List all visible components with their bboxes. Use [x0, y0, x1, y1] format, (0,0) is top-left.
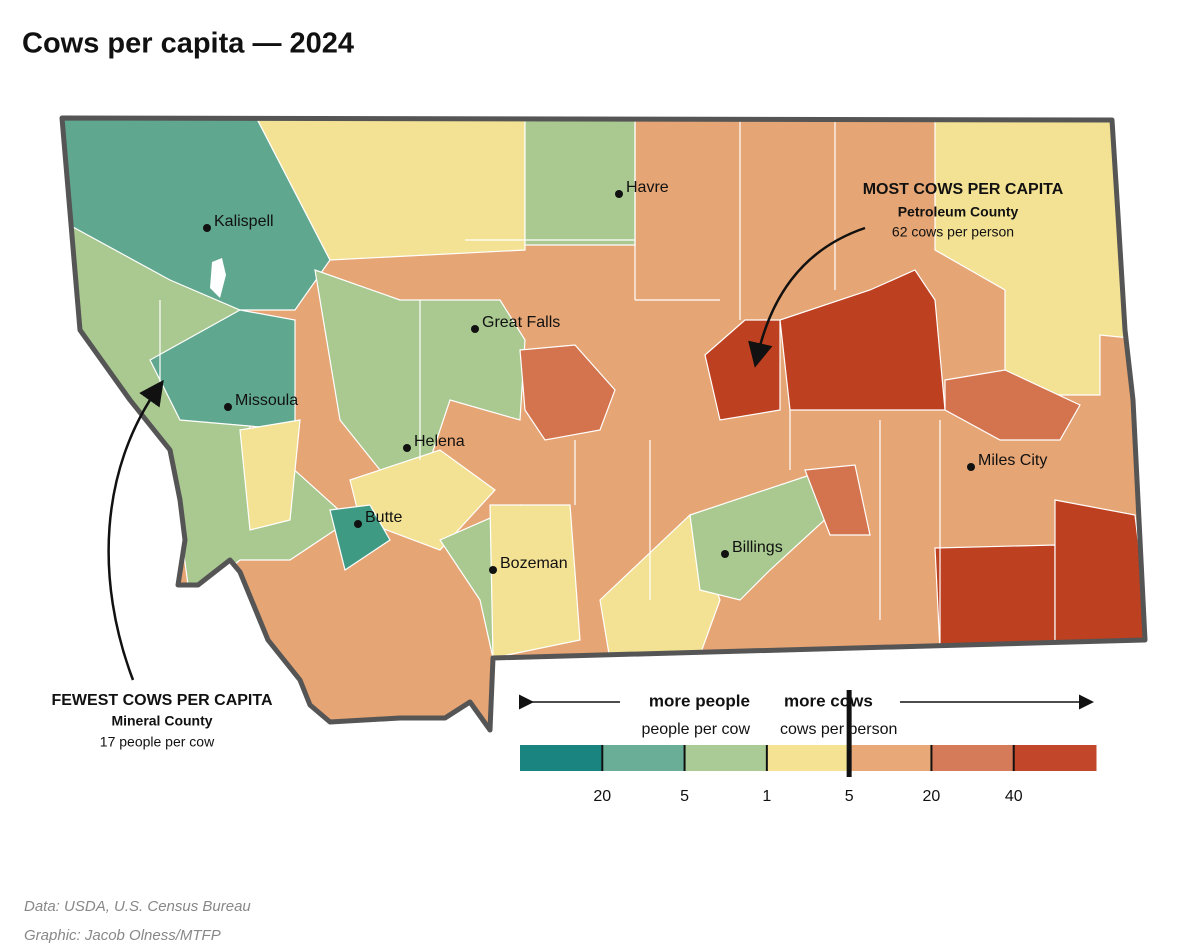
state-outline: [59, 115, 1148, 733]
legend: more people more cows people per cow cow…: [519, 690, 1097, 805]
annotation-arrow: [748, 226, 866, 368]
city-label: Missoula: [235, 392, 298, 409]
flathead-lake: [210, 258, 226, 298]
city-dot: [354, 520, 362, 528]
legend-tick-label: 1: [762, 788, 771, 805]
county: [239, 419, 301, 531]
title: Cows per capita — 2024: [22, 28, 354, 60]
county: [519, 344, 616, 441]
legend-tick-label: 40: [1005, 788, 1023, 805]
city-dot: [967, 463, 975, 471]
city-label: Havre: [626, 179, 669, 196]
annotation-heading: FEWEST COWS PER CAPITA: [51, 692, 272, 709]
county: [524, 118, 636, 246]
city-label: Kalispell: [214, 213, 274, 230]
county-lines: [159, 120, 941, 650]
annotation-detail: 17 people per cow: [100, 734, 215, 750]
legend-swatch: [684, 745, 768, 771]
annotation-county: Mineral County: [111, 713, 212, 729]
legend-swatch: [520, 745, 603, 771]
county: [254, 118, 526, 261]
city-dot: [224, 403, 232, 411]
legend-tick-label: 5: [845, 788, 854, 805]
legend-swatch: [931, 745, 1015, 771]
city-label: Billings: [732, 539, 783, 556]
county: [1054, 499, 1145, 646]
credit: Graphic: Jacob Olness/MTFP: [24, 927, 221, 944]
legend-swatch: [1013, 745, 1097, 771]
annotation-arrow: [107, 379, 164, 681]
legend-tick-label: 20: [593, 788, 611, 805]
legend-label: more cows: [784, 691, 873, 710]
legend-label: more people: [649, 691, 750, 710]
county: [804, 464, 871, 536]
legend-unit: people per cow: [641, 721, 750, 738]
county: [934, 544, 1056, 651]
city-label: Helena: [414, 433, 465, 450]
source: Data: USDA, U.S. Census Bureau: [24, 898, 251, 915]
county: [489, 504, 581, 659]
county: [934, 118, 1145, 396]
city-dot: [721, 550, 729, 558]
city-label: Great Falls: [482, 314, 560, 331]
city-dot: [403, 444, 411, 452]
county: [329, 504, 391, 571]
county: [599, 513, 721, 661]
cities: Kalispell Havre Great Falls Missoula Helena B…: [203, 179, 1047, 574]
city-dot: [489, 566, 497, 574]
annotation-heading: MOST COWS PER CAPITA: [863, 181, 1064, 198]
city-dot: [615, 190, 623, 198]
annotation-detail: 62 cows per person: [892, 224, 1014, 240]
city-dot: [203, 224, 211, 232]
annotation-county: Petroleum County: [898, 204, 1019, 220]
legend-tick-label: 5: [680, 788, 689, 805]
legend-swatch: [602, 745, 686, 771]
legend-swatch: [766, 745, 850, 771]
county: [149, 309, 296, 431]
city-label: Butte: [365, 509, 402, 526]
legend-swatch: [849, 745, 932, 771]
city-dot: [471, 325, 479, 333]
city-label: Bozeman: [500, 555, 568, 572]
legend-unit: cows per person: [780, 721, 897, 738]
city-label: Miles City: [978, 452, 1047, 469]
county: [944, 369, 1081, 441]
legend-tick-label: 20: [923, 788, 941, 805]
counties: [62, 118, 1145, 730]
